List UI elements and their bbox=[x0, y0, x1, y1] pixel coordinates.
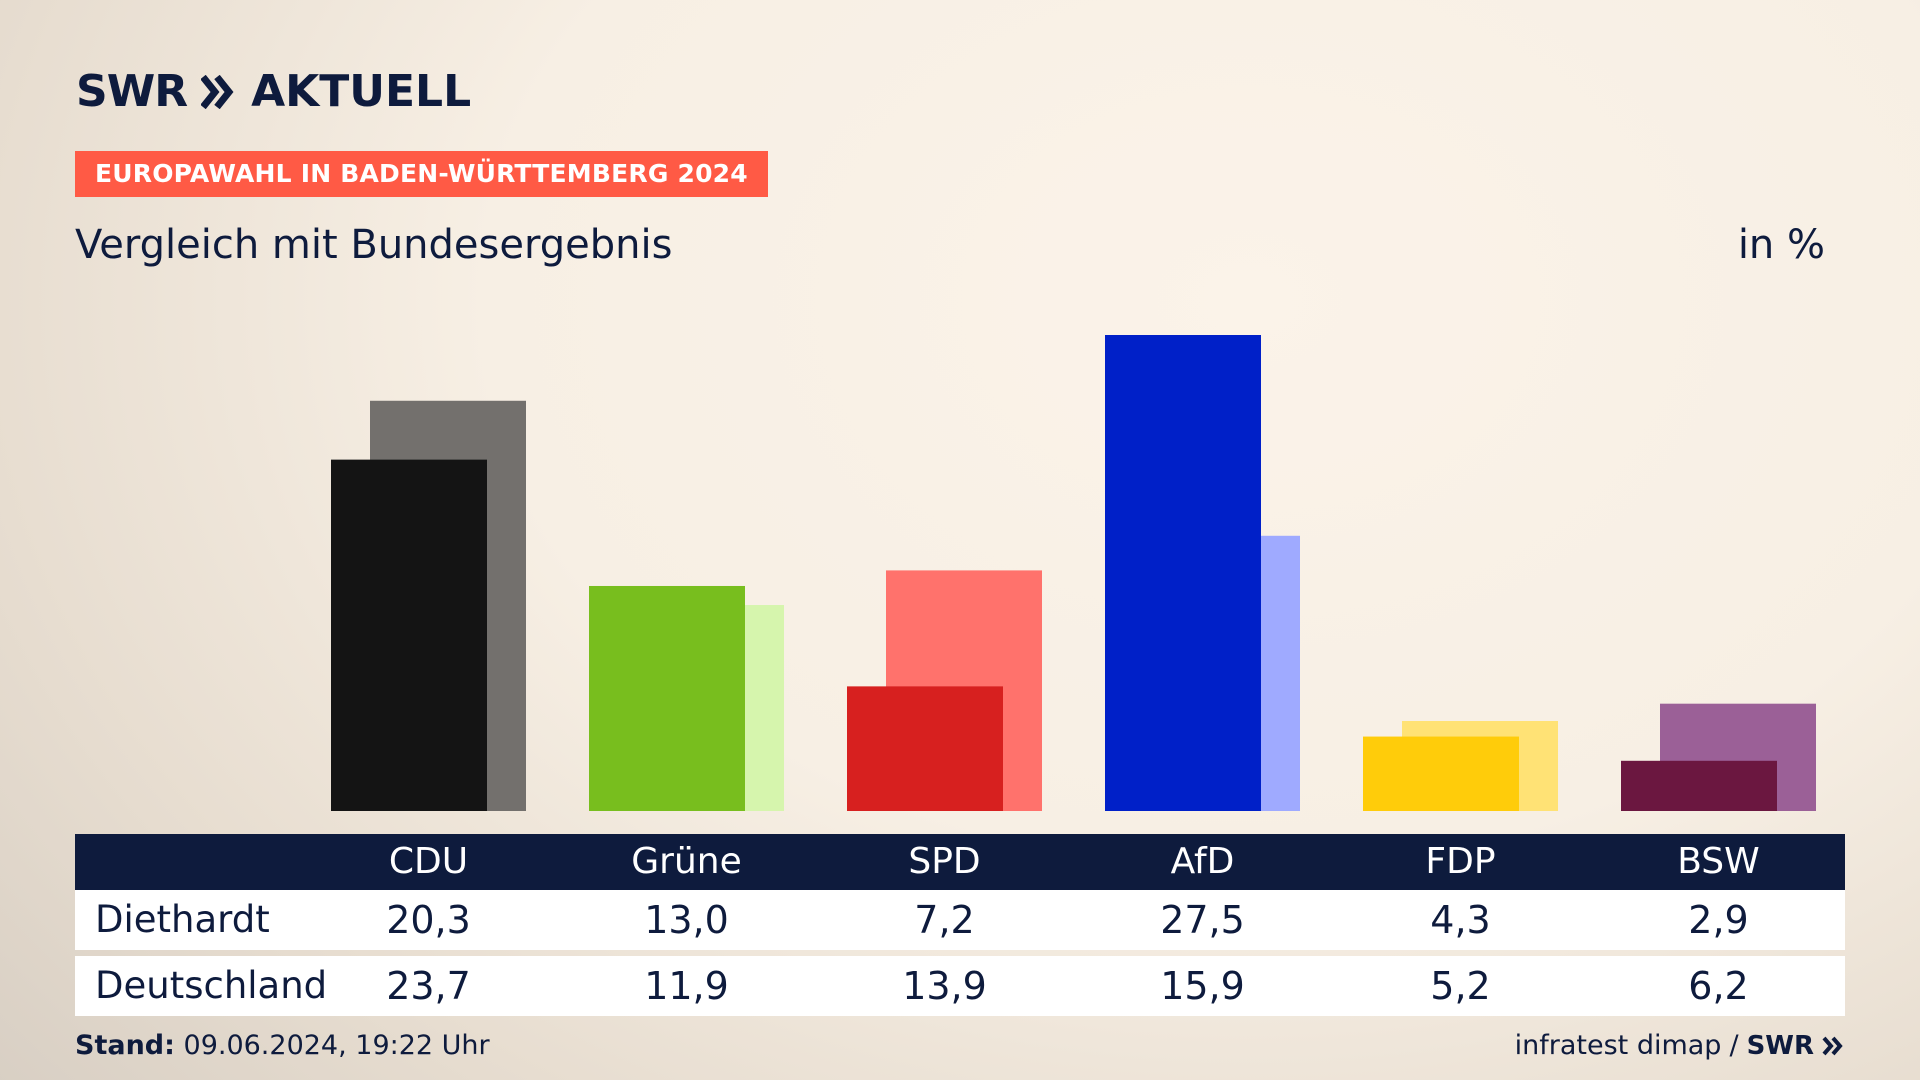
footer-double-chevron-icon bbox=[1822, 1036, 1843, 1055]
value-diethardt-bsw: 2,9 bbox=[1688, 898, 1749, 942]
bar-diethardt-cdu bbox=[331, 459, 487, 811]
footer-swr-logo: SWR bbox=[1746, 1030, 1814, 1061]
bar-diethardt-gruene bbox=[589, 585, 745, 811]
row-label-deutschland: Deutschland bbox=[95, 964, 328, 1007]
bar-diethardt-fdp bbox=[1363, 736, 1519, 811]
chart-title: Vergleich mit Bundesergebnis bbox=[75, 222, 673, 268]
value-deutschland-bsw: 6,2 bbox=[1688, 964, 1749, 1008]
row-label-diethardt: Diethardt bbox=[95, 898, 270, 941]
value-diethardt-spd: 7,2 bbox=[914, 898, 975, 942]
bar-diethardt-spd bbox=[847, 686, 1003, 811]
election-badge: EUROPAWAHL IN BADEN-WÜRTTEMBERG 2024 bbox=[75, 151, 768, 197]
table-row-deutschland: Deutschland 23,7 11,9 13,9 15,9 5,2 6,2 bbox=[75, 956, 1845, 1016]
header-bsw: BSW bbox=[1677, 841, 1760, 882]
logo-aktuell-text: AKTUELL bbox=[251, 66, 472, 117]
table-header: CDU Grüne SPD AfD FDP BSW bbox=[75, 834, 1845, 890]
header-fdp: FDP bbox=[1425, 841, 1496, 882]
results-table: CDU Grüne SPD AfD FDP BSW Diethardt 20,3 13,0 7… bbox=[75, 834, 1845, 1016]
double-chevron-icon bbox=[201, 75, 234, 109]
value-diethardt-cdu: 20,3 bbox=[386, 898, 471, 942]
footer-stand: Stand: 09.06.2024, 19:22 Uhr bbox=[75, 1030, 490, 1061]
footer-source: infratest dimap / SWR bbox=[1515, 1030, 1844, 1061]
value-diethardt-afd: 27,5 bbox=[1160, 898, 1245, 942]
value-diethardt-fdp: 4,3 bbox=[1430, 898, 1491, 942]
header-cdu: CDU bbox=[388, 841, 469, 882]
header-gruene: Grüne bbox=[631, 841, 742, 882]
table-row-diethardt: Diethardt 20,3 13,0 7,2 27,5 4,3 2,9 bbox=[75, 890, 1845, 950]
bar-diethardt-bsw bbox=[1621, 760, 1777, 811]
stand-value: 09.06.2024, 19:22 Uhr bbox=[183, 1030, 490, 1061]
header-spd: SPD bbox=[908, 841, 981, 882]
value-deutschland-gruene: 11,9 bbox=[644, 964, 729, 1008]
swr-aktuell-logo: SWR AKTUELL bbox=[76, 66, 471, 118]
stand-label: Stand: bbox=[75, 1030, 175, 1061]
bar-diethardt-afd bbox=[1105, 335, 1261, 811]
value-deutschland-fdp: 5,2 bbox=[1430, 964, 1491, 1008]
value-deutschland-afd: 15,9 bbox=[1160, 964, 1245, 1008]
bar-chart bbox=[331, 335, 1816, 811]
unit-label: in % bbox=[1737, 222, 1825, 268]
header-afd: AfD bbox=[1170, 841, 1235, 882]
source-separator: / bbox=[1729, 1030, 1739, 1061]
value-deutschland-spd: 13,9 bbox=[902, 964, 987, 1008]
logo-swr-text: SWR bbox=[76, 66, 188, 117]
value-diethardt-gruene: 13,0 bbox=[644, 898, 729, 942]
value-deutschland-cdu: 23,7 bbox=[386, 964, 471, 1008]
source-text: infratest dimap bbox=[1514, 1030, 1722, 1061]
